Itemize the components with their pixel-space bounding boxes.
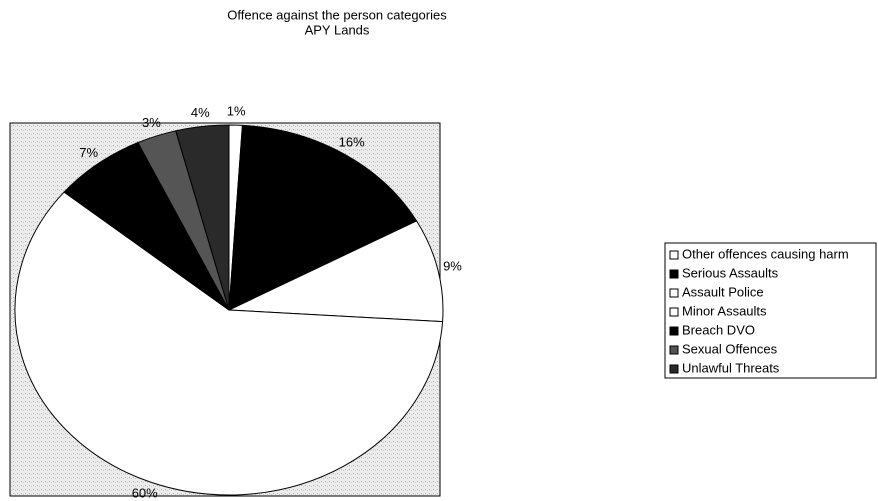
legend-swatch: [669, 307, 679, 317]
pie-slice: [228, 124, 418, 311]
data-label: 4%: [191, 105, 210, 120]
pie-slice: [175, 124, 230, 311]
legend-label: Sexual Offences: [682, 341, 778, 356]
pie-slice: [228, 220, 444, 323]
data-label: 3%: [142, 115, 161, 130]
legend-swatch: [669, 364, 679, 374]
legend-swatch: [669, 250, 679, 260]
legend-swatch: [669, 345, 679, 355]
data-label: 16%: [339, 134, 365, 149]
chart-title: Offence against the person categories: [227, 7, 447, 22]
legend-label: Unlawful Threats: [682, 360, 780, 375]
data-label: 1%: [227, 104, 246, 119]
chart-subtitle: APY Lands: [305, 22, 370, 37]
pie-slice: [14, 191, 444, 496]
data-label: 7%: [79, 145, 98, 160]
legend-box: [664, 242, 877, 379]
legend-label: Minor Assaults: [682, 303, 767, 318]
legend-label: Assault Police: [682, 284, 764, 299]
legend-swatch: [669, 288, 679, 298]
legend-label: Breach DVO: [682, 322, 755, 337]
data-label: 60%: [132, 485, 158, 500]
legend-label: Serious Assaults: [682, 265, 779, 280]
legend-swatch: [669, 269, 679, 279]
legend-swatch: [669, 326, 679, 336]
data-label: 9%: [443, 258, 462, 273]
legend-label: Other offences causing harm: [682, 246, 849, 261]
